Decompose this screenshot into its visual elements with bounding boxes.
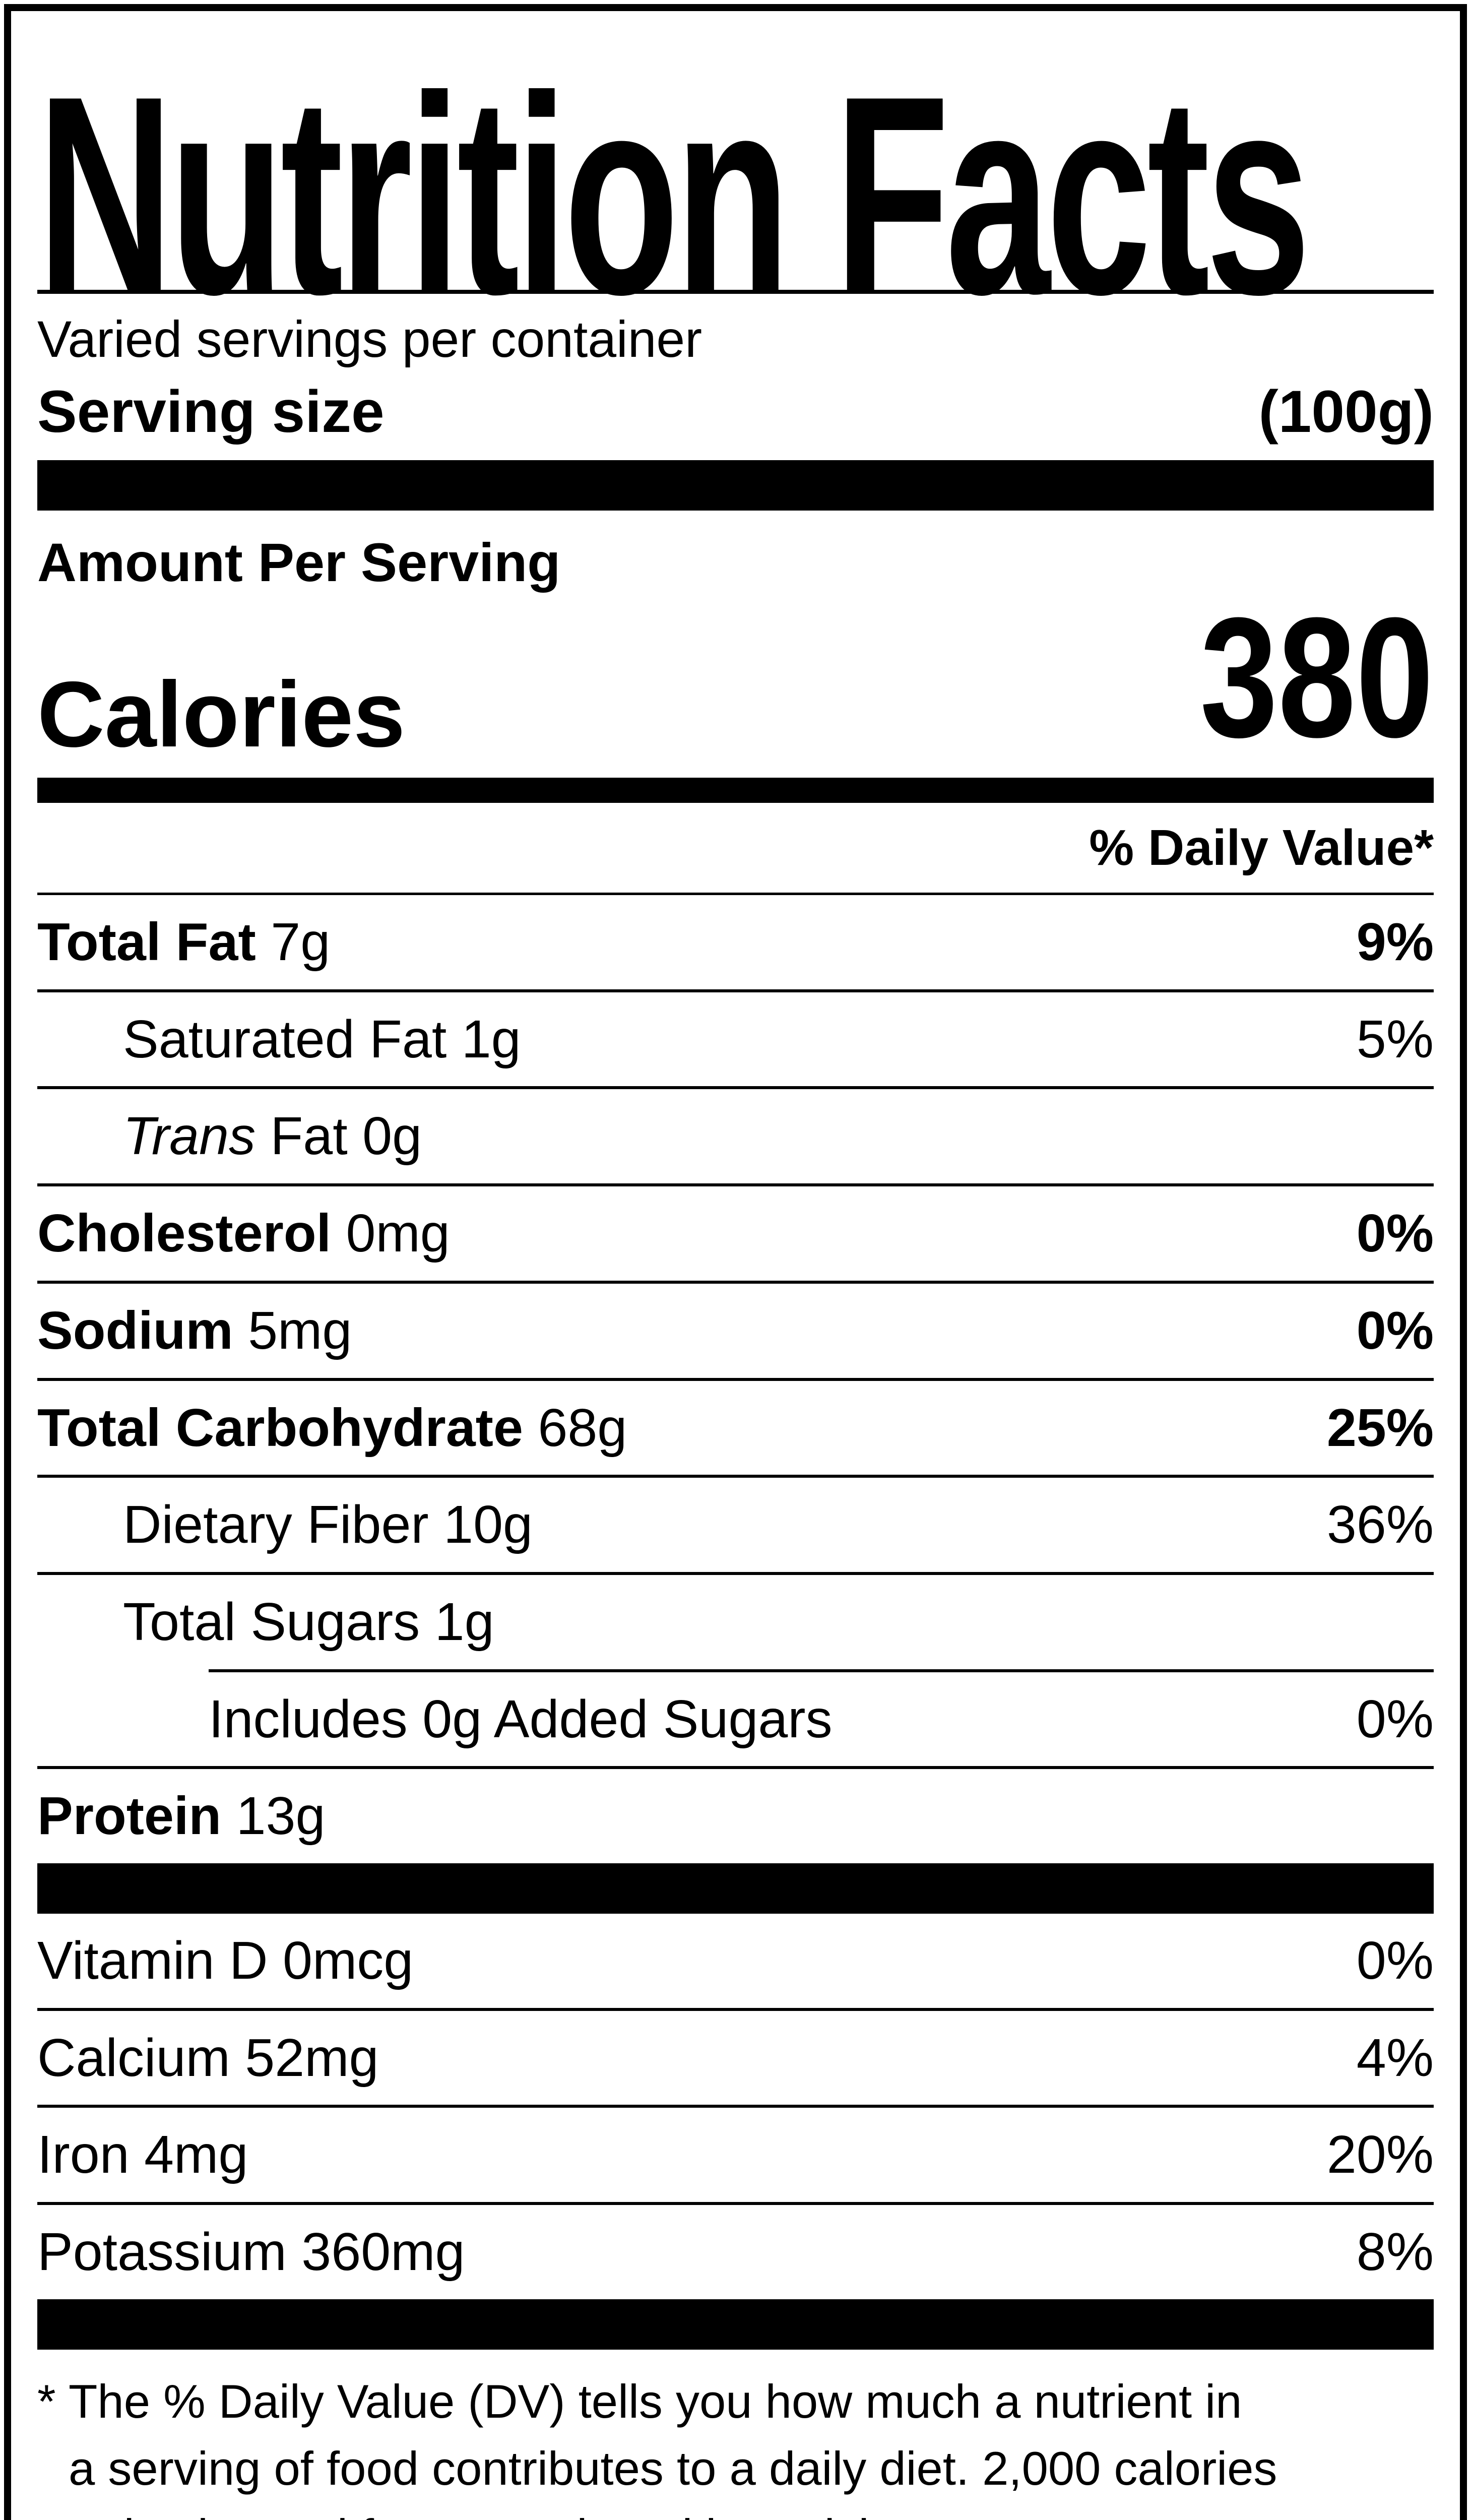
- nutrient-row: Sodium 5mg 0%: [37, 1284, 1434, 1378]
- nutrient-amount: Includes 0g Added Sugars: [209, 1689, 833, 1749]
- nutrient-row: Potassium 360mg 8%: [37, 2205, 1434, 2299]
- nutrient-amount: 13g: [221, 1786, 326, 1846]
- calories-row: Calories 380: [37, 591, 1434, 778]
- nutrient-row: Saturated Fat 1g 5%: [37, 992, 1434, 1087]
- row-divider: [37, 1280, 1434, 1284]
- row-divider: [37, 1766, 1434, 1770]
- serving-size-row: Serving size (100g): [37, 370, 1434, 460]
- nutrient-row: Trans Fat 0g: [37, 1089, 1434, 1183]
- row-divider: [37, 893, 1434, 895]
- nutrient-rows: Total Fat 7g 9% Saturated Fat 1g 5% Tran…: [37, 895, 1434, 1863]
- nutrient-name: Cholesterol 0mg: [37, 1204, 450, 1264]
- serving-size-label: Serving size: [37, 379, 385, 446]
- nutrient-name: Includes 0g Added Sugars: [37, 1689, 833, 1749]
- footnote-line: a day is used for general nutrition advi…: [69, 2502, 1434, 2520]
- calories-value-box: 380: [1200, 591, 1434, 764]
- nutrient-name-bold: Total Carbohydrate: [37, 1398, 523, 1458]
- nutrient-amount: Calcium 52mg: [37, 2028, 379, 2088]
- nutrient-amount: Vitamin D 0mcg: [37, 1930, 414, 1990]
- daily-value: 4%: [1356, 2028, 1434, 2088]
- row-divider: [37, 1086, 1434, 1090]
- nutrient-name: Saturated Fat 1g: [37, 1010, 521, 1069]
- calories-value: 380: [1200, 582, 1434, 773]
- nutrient-name: Calcium 52mg: [37, 2028, 378, 2088]
- nutrient-row: Dietary Fiber 10g 36%: [37, 1478, 1434, 1572]
- nutrient-name: Total Sugars 1g: [37, 1592, 494, 1652]
- nutrient-amount: Fat 0g: [255, 1106, 422, 1166]
- nutrient-name: Protein 13g: [37, 1786, 325, 1846]
- nutrient-amount: Potassium 360mg: [37, 2222, 465, 2282]
- nutrient-amount: Iron 4mg: [37, 2125, 248, 2185]
- nutrient-row: Total Sugars 1g: [37, 1575, 1434, 1669]
- nutrient-row: Includes 0g Added Sugars 0%: [37, 1672, 1434, 1767]
- row-divider: [37, 989, 1434, 992]
- daily-value: 0%: [1356, 1300, 1434, 1360]
- footnote-line: a serving of food contributes to a daily…: [69, 2442, 1277, 2495]
- nutrient-row: Protein 13g: [37, 1769, 1434, 1863]
- label-title: Nutrition Facts: [37, 37, 1311, 354]
- nutrient-name-bold: Sodium: [37, 1300, 233, 1360]
- amount-per-serving-label: Amount Per Serving: [37, 531, 561, 593]
- nutrient-name: Dietary Fiber 10g: [37, 1495, 533, 1555]
- row-divider: [37, 1475, 1434, 1478]
- footnote-line: The % Daily Value (DV) tells you how muc…: [69, 2374, 1242, 2428]
- nutrient-name-bold: Protein: [37, 1786, 222, 1846]
- nutrient-amount: 5mg: [233, 1300, 352, 1360]
- daily-value: 8%: [1356, 2222, 1434, 2282]
- row-divider: [209, 1669, 1434, 1672]
- nutrient-amount: Dietary Fiber 10g: [123, 1495, 533, 1555]
- nutrient-name: Total Carbohydrate 68g: [37, 1398, 627, 1458]
- daily-value-header: % Daily Value*: [1089, 820, 1434, 876]
- row-divider: [37, 1572, 1434, 1576]
- row-divider: [37, 2202, 1434, 2206]
- nutrient-amount: 68g: [523, 1398, 627, 1458]
- nutrient-row: Cholesterol 0mg 0%: [37, 1186, 1434, 1281]
- row-divider: [37, 1183, 1434, 1187]
- nutrient-amount: Total Sugars 1g: [123, 1592, 494, 1652]
- nutrient-name-italic: Trans: [123, 1106, 256, 1166]
- serving-size-value: (100g): [1258, 379, 1434, 446]
- label-header: Nutrition Facts: [37, 32, 1434, 354]
- vitamin-rows: Vitamin D 0mcg 0% Calcium 52mg 4% Iron 4…: [37, 1914, 1434, 2299]
- nutrient-row: Iron 4mg 20%: [37, 2108, 1434, 2202]
- calories-label: Calories: [37, 663, 406, 767]
- separator-bar-medium: [37, 778, 1434, 803]
- nutrient-amount: 7g: [255, 912, 331, 972]
- daily-value: 0%: [1356, 1204, 1434, 1264]
- separator-bar-thick: [37, 1863, 1434, 1914]
- row-divider: [37, 1377, 1434, 1381]
- nutrient-row: Total Fat 7g 9%: [37, 895, 1434, 989]
- daily-value: 20%: [1326, 2125, 1434, 2185]
- nutrient-amount: Saturated Fat 1g: [123, 1009, 521, 1069]
- daily-value: 36%: [1326, 1495, 1434, 1555]
- footnote: * The % Daily Value (DV) tells you how m…: [37, 2350, 1434, 2520]
- daily-value: 25%: [1326, 1398, 1434, 1458]
- footnote-asterisk: *: [37, 2374, 56, 2428]
- daily-value: 5%: [1356, 1009, 1434, 1069]
- nutrient-row: Total Carbohydrate 68g 25%: [37, 1381, 1434, 1475]
- nutrition-facts-label: Nutrition Facts Varied servings per cont…: [4, 4, 1467, 2520]
- separator-bar-thick: [37, 460, 1434, 511]
- nutrient-name-bold: Cholesterol: [37, 1204, 332, 1264]
- row-divider: [37, 2105, 1434, 2108]
- nutrient-name: Sodium 5mg: [37, 1301, 352, 1361]
- nutrient-name: Trans Fat 0g: [37, 1106, 422, 1166]
- separator-bar-thick: [37, 2299, 1434, 2350]
- title-divider: [37, 290, 1434, 294]
- daily-value: 9%: [1356, 912, 1434, 972]
- servings-per-container: Varied servings per container: [37, 310, 702, 368]
- nutrient-name-bold: Total Fat: [37, 912, 256, 972]
- nutrient-name: Iron 4mg: [37, 2125, 248, 2185]
- nutrient-name: Total Fat 7g: [37, 912, 330, 972]
- daily-value: 0%: [1356, 1689, 1434, 1749]
- footnote-text: The % Daily Value (DV) tells you how muc…: [69, 2368, 1434, 2520]
- nutrient-name: Vitamin D 0mcg: [37, 1931, 413, 1991]
- daily-value: 0%: [1356, 1930, 1434, 1990]
- nutrient-name: Potassium 360mg: [37, 2222, 465, 2282]
- row-divider: [37, 2007, 1434, 2011]
- nutrient-row: Vitamin D 0mcg 0%: [37, 1914, 1434, 2008]
- nutrient-amount: 0mg: [331, 1204, 450, 1264]
- nutrient-row: Calcium 52mg 4%: [37, 2011, 1434, 2105]
